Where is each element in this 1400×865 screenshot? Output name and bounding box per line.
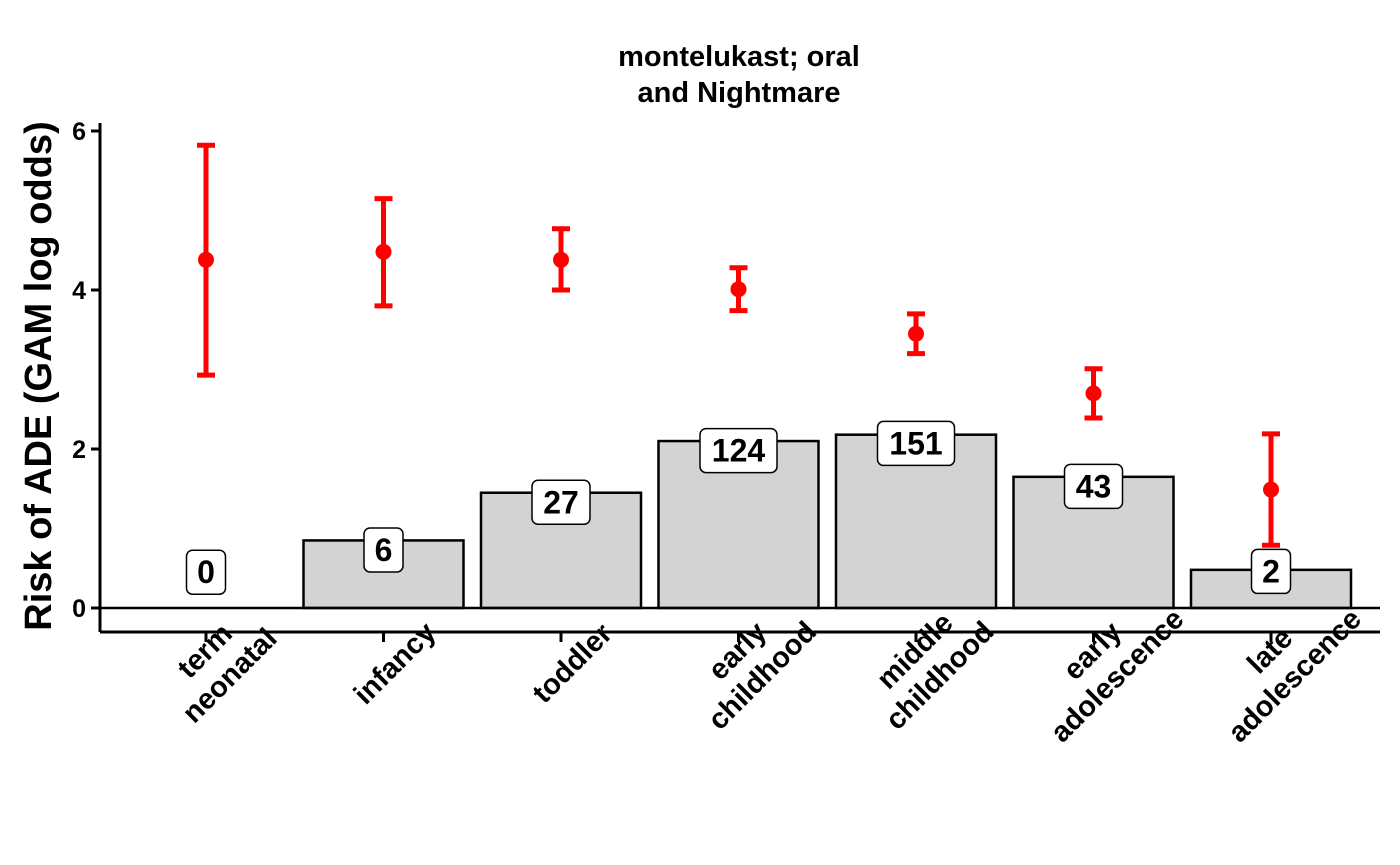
y-axis-label: Risk of ADE (GAM log odds) xyxy=(18,121,60,630)
y-tick-label: 0 xyxy=(72,595,86,623)
count-label-box xyxy=(185,549,227,595)
count-label: 6 xyxy=(375,532,393,568)
count-label: 2 xyxy=(1262,553,1280,589)
count-label-box xyxy=(1250,548,1292,595)
estimate-point xyxy=(198,251,214,268)
chart-title: montelukast; oral and Nightmare xyxy=(618,41,860,109)
estimate-point xyxy=(553,251,569,268)
count-label: 0 xyxy=(197,554,215,590)
y-tick-label: 4 xyxy=(72,277,86,305)
estimate-point xyxy=(1085,385,1102,402)
estimate-point xyxy=(375,243,392,260)
y-tick-label: 2 xyxy=(72,436,86,464)
estimate-point xyxy=(730,281,747,298)
count-label: 27 xyxy=(543,484,579,520)
count-label: 151 xyxy=(889,425,942,461)
count-label: 43 xyxy=(1076,468,1112,504)
estimate-point xyxy=(1263,481,1279,498)
y-tick-label: 6 xyxy=(72,118,86,146)
count-label-box xyxy=(363,527,404,573)
count-label-box xyxy=(699,427,778,474)
x-tick-label-line: adolescence xyxy=(1222,603,1368,749)
estimate-point xyxy=(908,325,924,342)
count-label-box xyxy=(1063,463,1124,510)
chart-title-line-2: and Nightmare xyxy=(637,77,840,109)
chart-title-line-1: montelukast; oral xyxy=(618,41,860,73)
count-label: 124 xyxy=(712,433,766,469)
count-label-box xyxy=(531,479,591,526)
count-label-box xyxy=(876,420,956,467)
x-tick-label-line: adolescence xyxy=(1045,603,1191,749)
